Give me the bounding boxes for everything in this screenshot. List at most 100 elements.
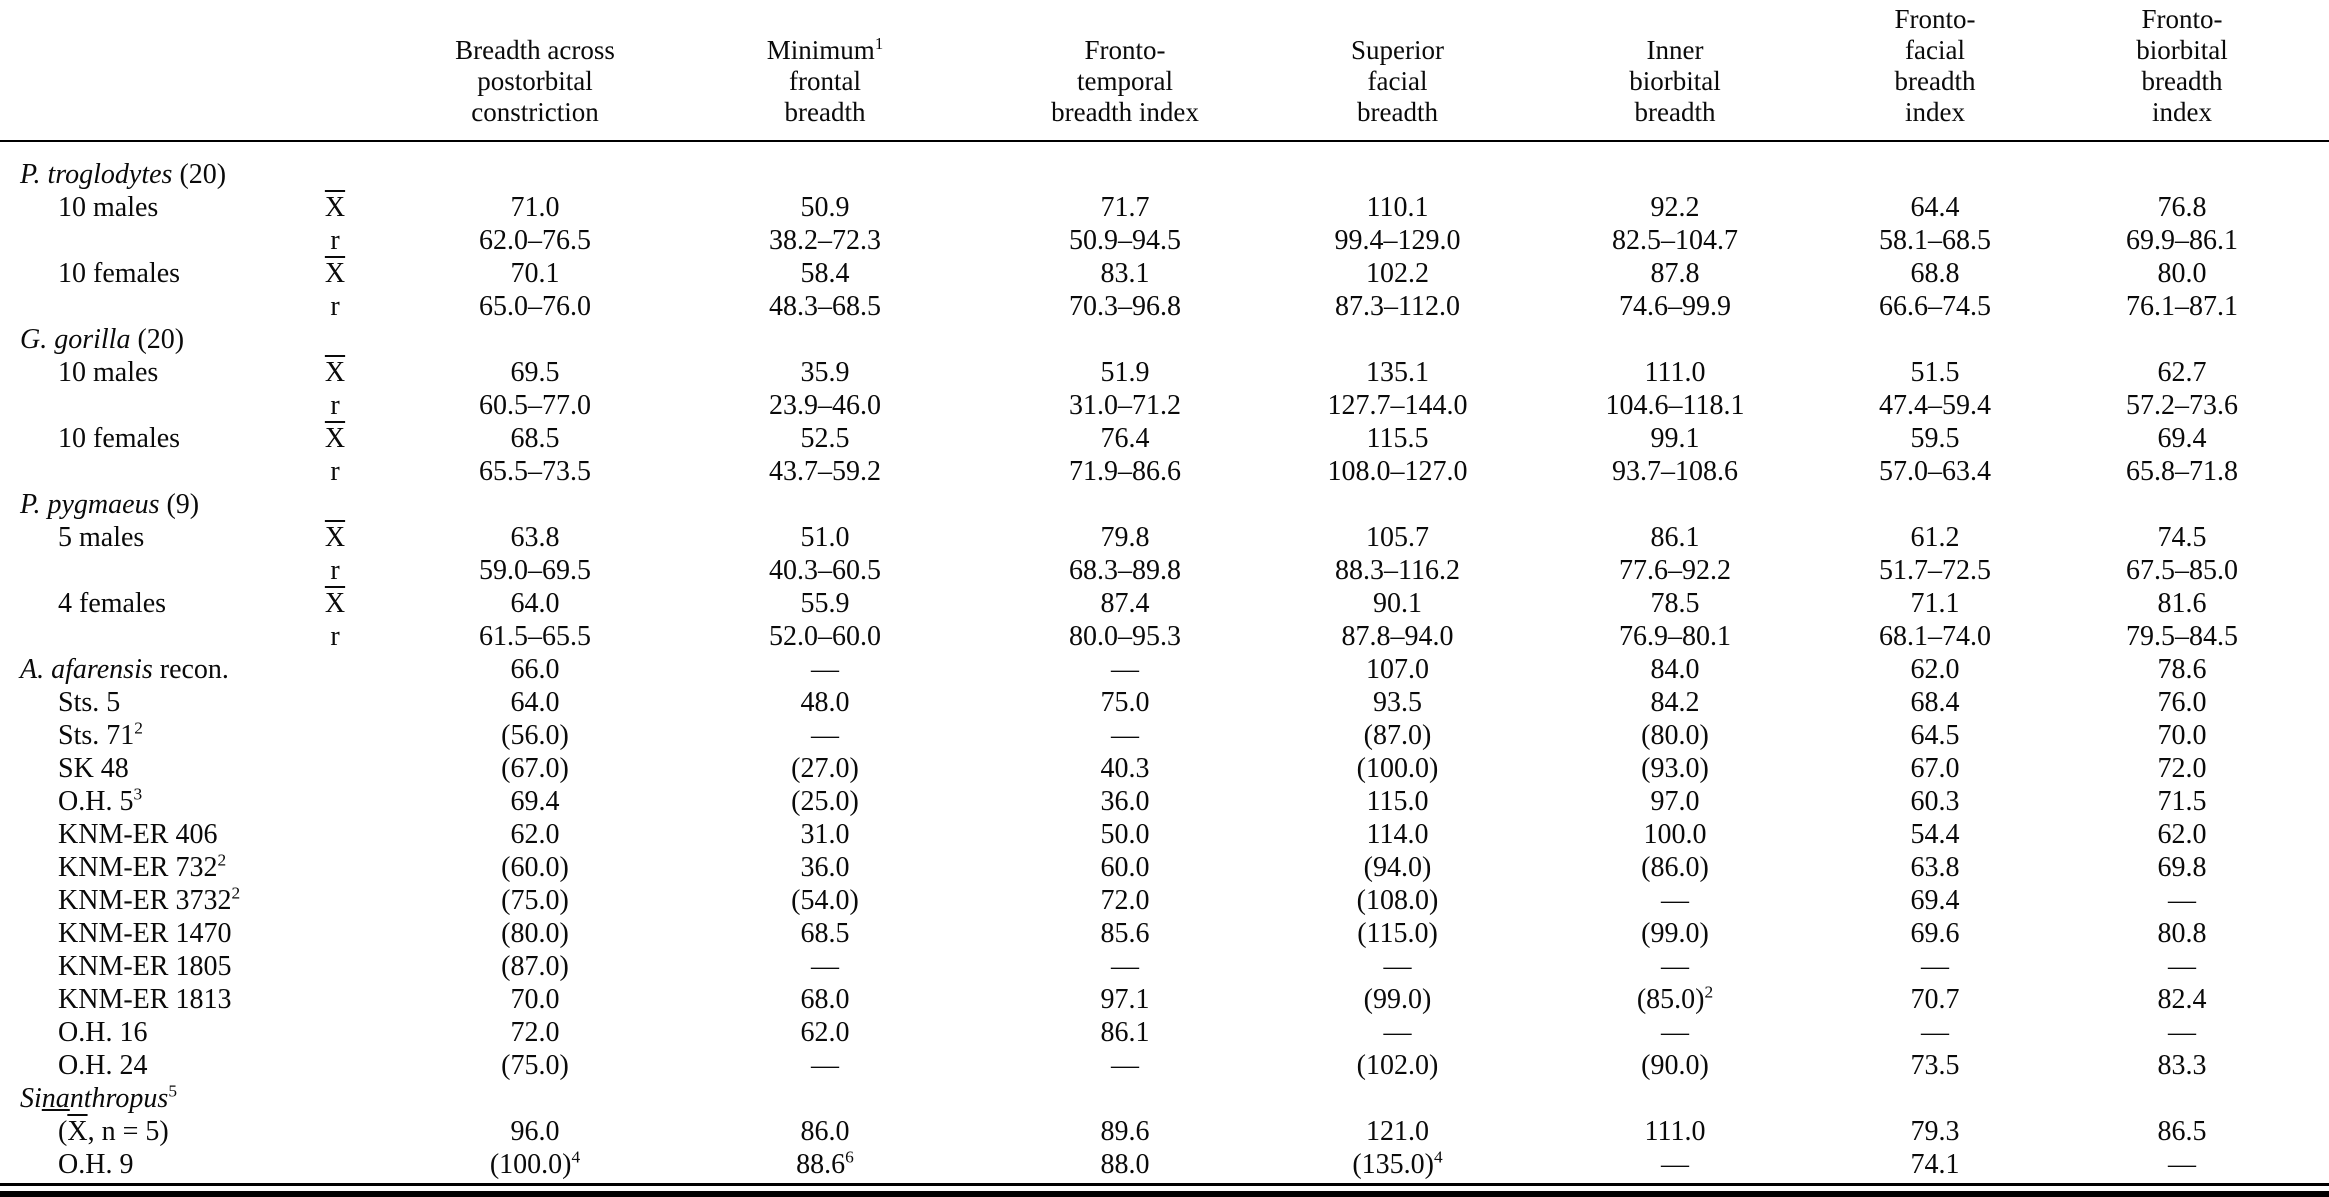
data-cell: (75.0) — [501, 1050, 569, 1081]
table-row: KNM-ER 37322 (75.0) (54.0) 72.0 (108.0) — 69.4… — [0, 884, 2329, 917]
table-row: 10 males X 71.0 50.9 71.7 110.1 92.2 64.4 76.8 — [0, 191, 2329, 224]
table-row: P. troglodytes (20) — [0, 141, 2329, 191]
table-row: 10 females X 68.5 52.5 76.4 115.5 99.1 59.5 69.4 — [0, 422, 2329, 455]
data-cell: — — [811, 1050, 839, 1081]
data-cell: 79.5–84.5 — [2126, 621, 2238, 652]
data-cell: 80.0–95.3 — [1069, 621, 1181, 652]
data-cell — [1280, 1082, 1515, 1115]
row-label: 10 males — [58, 357, 159, 388]
row-label: O.H. 16 — [58, 1017, 148, 1048]
data-cell: 48.3–68.5 — [769, 291, 881, 322]
data-cell: 62.0 — [800, 1017, 850, 1048]
data-cell: 69.6 — [1910, 918, 1960, 949]
row-stat-label — [280, 488, 390, 521]
data-cell: 86.1 — [1100, 1017, 1150, 1048]
data-cell: 70.3–96.8 — [1069, 291, 1181, 322]
row-label — [0, 290, 280, 323]
data-cell: 70.1 — [510, 258, 560, 289]
table-row: r 62.0–76.5 38.2–72.3 50.9–94.5 99.4–129.0 82… — [0, 224, 2329, 257]
data-cell: 36.0 — [800, 852, 850, 883]
data-cell: 62.0 — [1910, 654, 1960, 685]
data-cell: 68.5 — [800, 918, 850, 949]
data-cell: 86.5 — [2157, 1116, 2207, 1147]
table-row: A. afarensis recon. 66.0 — — 107.0 84.0 62.0 78… — [0, 653, 2329, 686]
row-stat-label: r — [330, 291, 340, 322]
data-cell — [1515, 488, 1835, 521]
data-cell: (100.0) — [1356, 753, 1439, 784]
row-stat-label: X — [324, 522, 346, 553]
data-cell: 76.9–80.1 — [1619, 621, 1731, 652]
row-label: P. troglodytes (20) — [20, 159, 227, 190]
table-row: r 65.0–76.0 48.3–68.5 70.3–96.8 87.3–112.0 74… — [0, 290, 2329, 323]
row-label: SK 48 — [58, 753, 129, 784]
data-cell: 61.2 — [1910, 522, 1960, 553]
row-label: KNM-ER 406 — [58, 819, 218, 850]
data-cell: 48.0 — [800, 687, 850, 718]
data-cell: 31.0–71.2 — [1069, 390, 1181, 421]
data-cell: (80.0) — [501, 918, 569, 949]
row-label — [0, 554, 280, 587]
data-cell: 83.3 — [2157, 1050, 2207, 1081]
data-cell: (102.0) — [1356, 1050, 1439, 1081]
table-row: P. pygmaeus (9) — [0, 488, 2329, 521]
data-cell: 84.2 — [1650, 687, 1700, 718]
data-cell: 68.1–74.0 — [1879, 621, 1991, 652]
data-cell: 74.1 — [1910, 1149, 1960, 1180]
data-cell: 79.8 — [1100, 522, 1150, 553]
data-cell: — — [1383, 951, 1412, 982]
column-header-specimen — [0, 4, 280, 142]
row-stat-label: r — [330, 390, 340, 421]
table-row: G. gorilla (20) — [0, 323, 2329, 356]
data-cell: — — [811, 951, 839, 982]
data-cell: 65.5–73.5 — [479, 456, 591, 487]
data-cell — [1515, 323, 1835, 356]
data-cell: (85.0)2 — [1636, 982, 1714, 1015]
data-cell: 121.0 — [1366, 1116, 1429, 1147]
data-cell: 96.0 — [510, 1116, 560, 1147]
row-label: KNM-ER 1805 — [58, 951, 232, 982]
row-label: O.H. 53 — [58, 784, 143, 817]
data-cell: 104.6–118.1 — [1605, 390, 1745, 421]
data-cell — [1280, 141, 1515, 191]
data-cell: 76.8 — [2157, 192, 2207, 223]
data-cell: 93.7–108.6 — [1612, 456, 1738, 487]
data-cell: (135.0)4 — [1352, 1147, 1443, 1180]
data-cell: 74.6–99.9 — [1619, 291, 1731, 322]
data-cell: 38.2–72.3 — [769, 225, 881, 256]
data-cell: 88.66 — [796, 1147, 854, 1180]
data-cell: 66.6–74.5 — [1879, 291, 1991, 322]
table-row: KNM-ER 1813 70.0 68.0 97.1 (99.0) (85.0)2 70.7… — [0, 983, 2329, 1016]
row-label — [0, 224, 280, 257]
data-cell: — — [2168, 1149, 2196, 1180]
data-cell: 68.8 — [1910, 258, 1960, 289]
table-row: r 60.5–77.0 23.9–46.0 31.0–71.2 127.7–144.0 1… — [0, 389, 2329, 422]
column-header-fronto-facial-index: Fronto- facial breadth index — [1835, 4, 2035, 142]
data-cell: — — [2168, 1017, 2196, 1048]
data-cell: 62.0 — [510, 819, 560, 850]
data-cell: 74.5 — [2157, 522, 2207, 553]
table-row: 5 males X 63.8 51.0 79.8 105.7 86.1 61.2 74.5 — [0, 521, 2329, 554]
column-header-statistic — [280, 4, 390, 142]
data-cell: 99.1 — [1650, 423, 1700, 454]
data-cell: 52.5 — [800, 423, 850, 454]
data-cell: 111.0 — [1644, 1116, 1706, 1147]
table-row: KNM-ER 1470 (80.0) 68.5 85.6 (115.0) (99.0) 69… — [0, 917, 2329, 950]
row-stat-label — [280, 719, 390, 752]
row-label: A. afarensis recon. — [20, 654, 229, 685]
data-cell: 70.0 — [2157, 720, 2207, 751]
data-cell: — — [1111, 1050, 1139, 1081]
data-cell: 71.9–86.6 — [1069, 456, 1181, 487]
data-cell: 71.7 — [1100, 192, 1150, 223]
craniofacial-measurements-table: Breadth across postorbital constriction … — [0, 4, 2329, 1181]
row-stat-label — [280, 323, 390, 356]
data-cell: 60.5–77.0 — [479, 390, 591, 421]
data-cell: 69.4 — [1910, 885, 1960, 916]
data-cell: 92.2 — [1650, 192, 1700, 223]
data-cell: 36.0 — [1100, 786, 1150, 817]
data-cell: 135.1 — [1366, 357, 1429, 388]
data-cell — [970, 323, 1280, 356]
row-label: O.H. 9 — [58, 1149, 134, 1180]
data-cell: 64.5 — [1910, 720, 1960, 751]
data-cell — [680, 1082, 970, 1115]
data-cell: 40.3–60.5 — [769, 555, 881, 586]
